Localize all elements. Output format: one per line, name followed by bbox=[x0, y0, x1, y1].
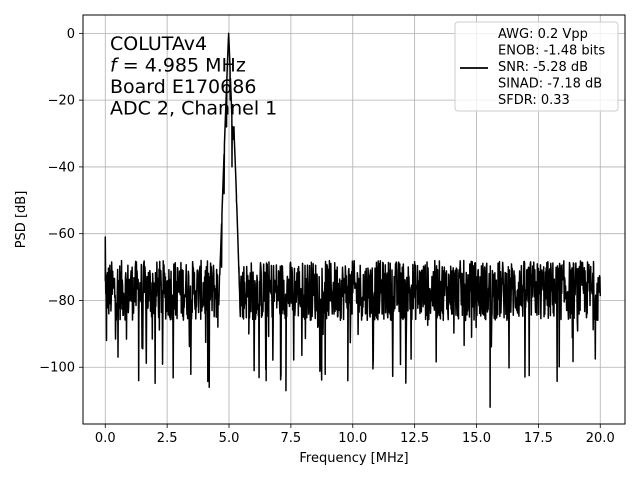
y-tick-label: −60 bbox=[48, 227, 75, 242]
y-tick-label: −40 bbox=[48, 160, 75, 175]
x-tick-label: 17.5 bbox=[524, 431, 553, 446]
x-tick-label: 7.5 bbox=[281, 431, 302, 446]
x-tick-label: 12.5 bbox=[400, 431, 429, 446]
annotation-line: Board E170686 bbox=[110, 76, 256, 98]
y-axis-label: PSD [dB] bbox=[14, 191, 29, 249]
y-tick-label: −80 bbox=[48, 294, 75, 309]
y-tick-label: 0 bbox=[67, 27, 75, 42]
legend-box bbox=[454, 21, 619, 112]
x-tick-label: 20.0 bbox=[586, 431, 615, 446]
legend-entry-line: SFDR: 0.33 bbox=[498, 93, 570, 108]
legend-entry-line: SNR: -5.28 dB bbox=[498, 60, 588, 75]
legend-entry-line: AWG: 0.2 Vpp bbox=[498, 27, 588, 42]
annotation-line: f = 4.985 MHz bbox=[110, 55, 246, 77]
y-tick-label: −100 bbox=[39, 361, 75, 376]
x-tick-label: 0.0 bbox=[95, 431, 116, 446]
grid-lines bbox=[83, 15, 625, 424]
legend-entry-line: ENOB: -1.48 bits bbox=[498, 44, 605, 59]
x-tick-label: 5.0 bbox=[219, 431, 240, 446]
plot-frame bbox=[82, 14, 626, 425]
y-tick-label: −20 bbox=[48, 94, 75, 109]
x-tick-label: 2.5 bbox=[157, 431, 178, 446]
annotation-line: ADC 2, Channel 1 bbox=[110, 98, 277, 120]
x-tick-label: 15.0 bbox=[462, 431, 491, 446]
annotation-line: COLUTAv4 bbox=[110, 33, 207, 55]
y-axis-ticks: 0 −20 −40 −60 −80 −100 bbox=[39, 27, 83, 376]
x-tick-label: 10.0 bbox=[338, 431, 367, 446]
x-axis-ticks: 0.0 2.5 5.0 7.5 10.0 12.5 15.0 17.5 20.0 bbox=[95, 424, 615, 446]
legend-entry-line: SINAD: -7.18 dB bbox=[498, 77, 602, 92]
series-psd-line bbox=[104, 32, 601, 409]
x-axis-label: Frequency [MHz] bbox=[299, 451, 408, 466]
